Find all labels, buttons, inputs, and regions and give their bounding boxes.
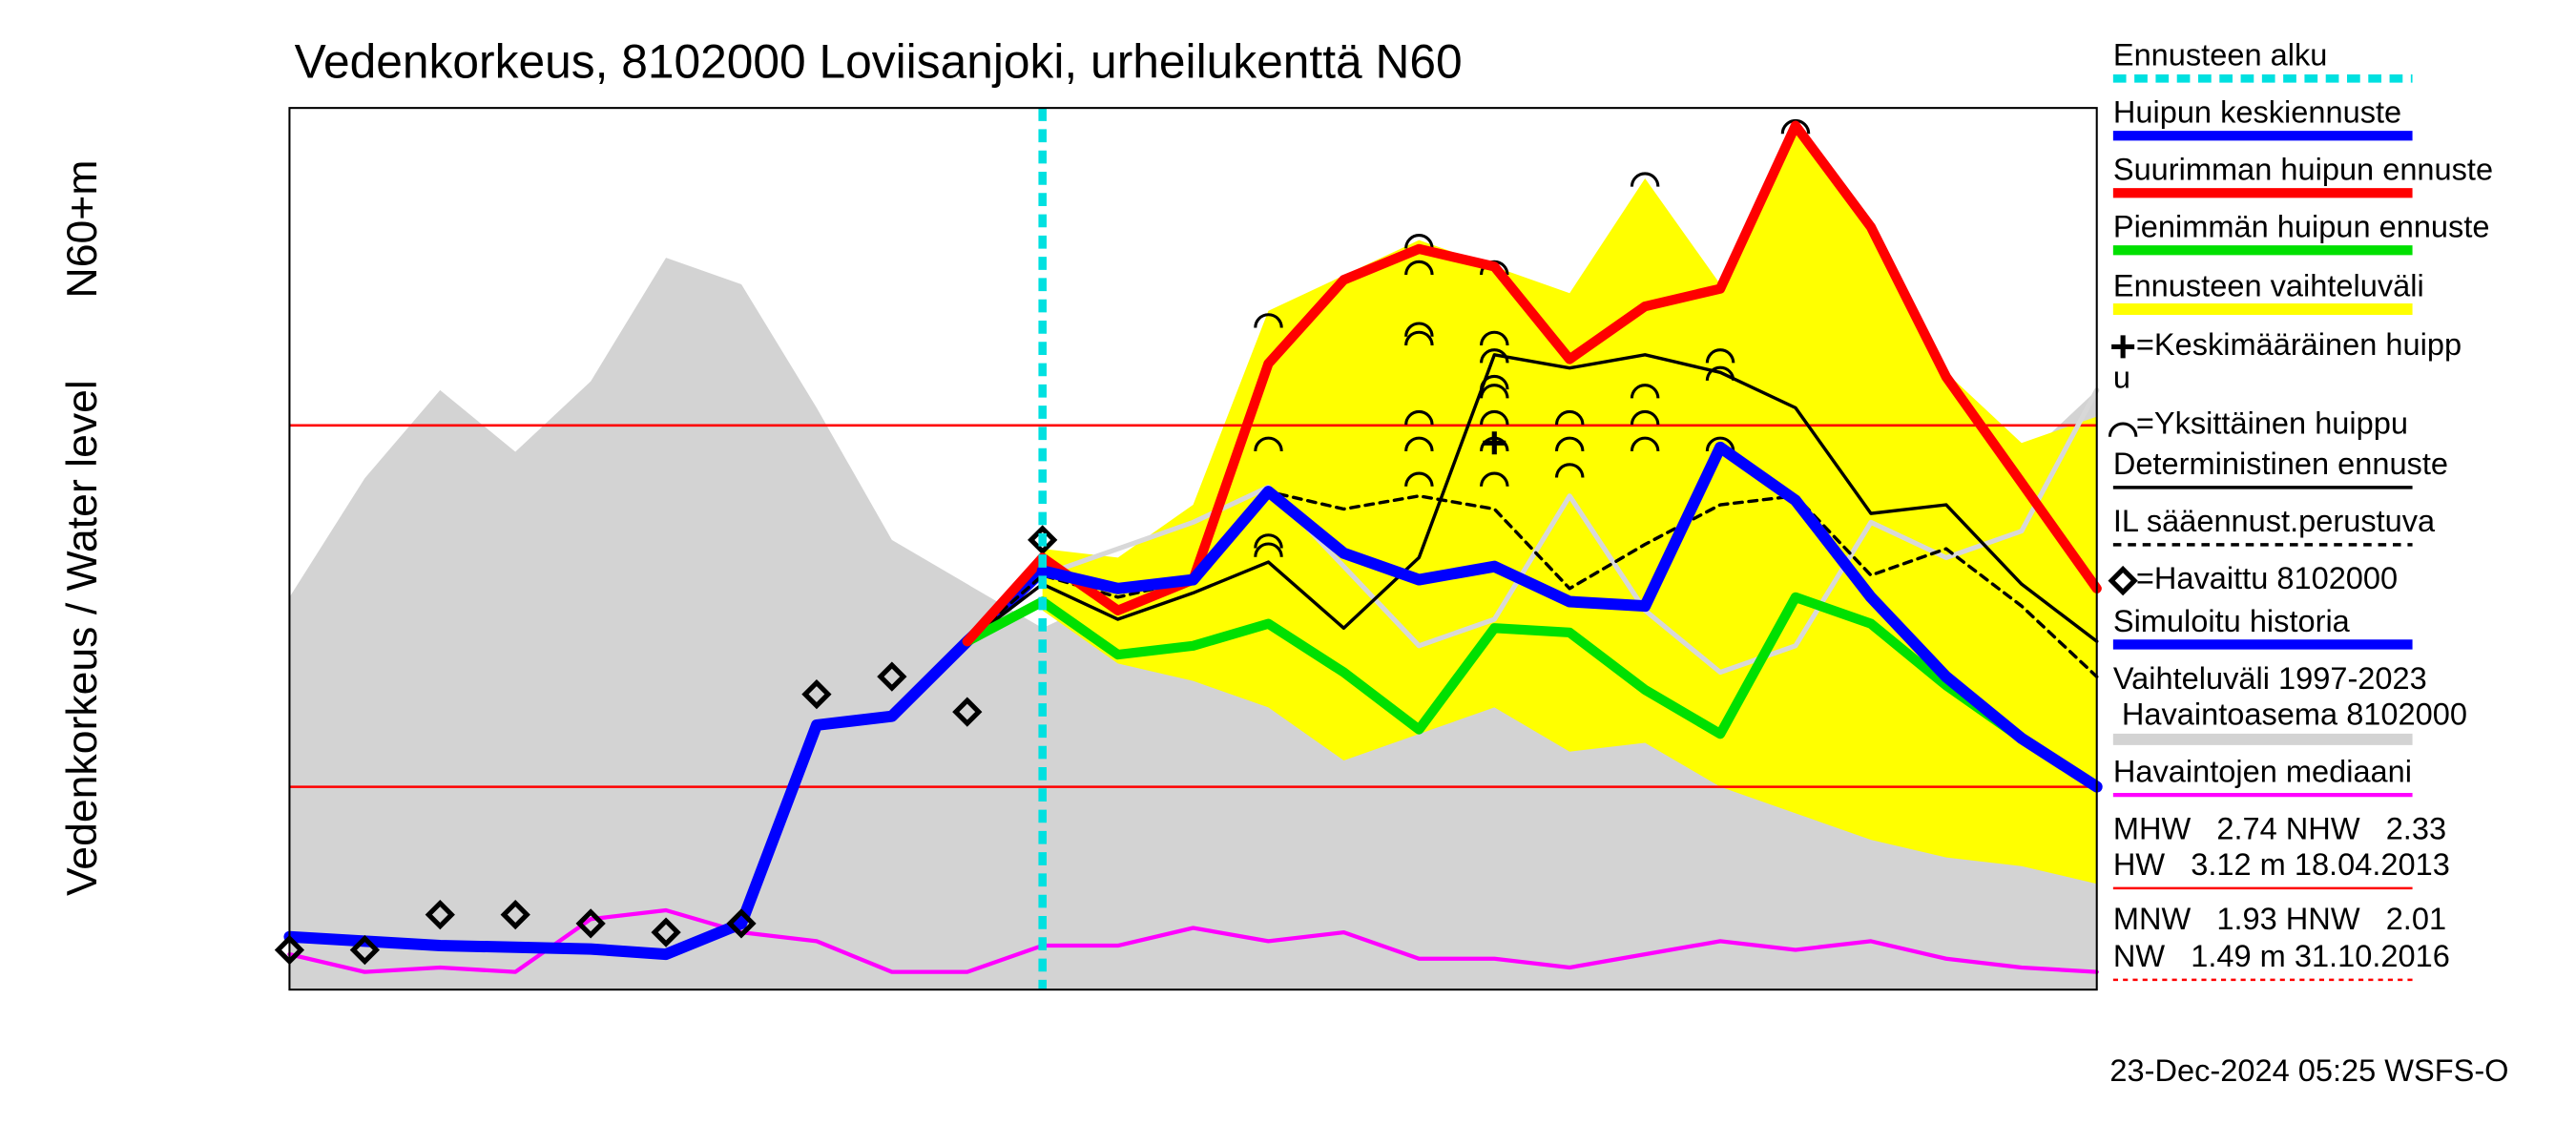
- y-axis-unit: N60+m: [59, 160, 106, 299]
- legend-label: =Keskimääräinen huipp: [2136, 327, 2462, 362]
- peak-marker: [1630, 384, 1660, 399]
- lines: [274, 108, 2103, 990]
- peak-marker: [1404, 471, 1434, 487]
- peak-marker: [1254, 533, 1283, 549]
- observed-marker: [500, 899, 530, 930]
- peak-marker: [1630, 172, 1660, 187]
- observed-marker: [801, 678, 832, 710]
- observed-marker: [2108, 565, 2138, 596]
- legend-label: Vaihteluväli 1997-2023: [2113, 661, 2427, 696]
- peak-marker: [1630, 409, 1660, 426]
- observed-marker: [425, 899, 455, 930]
- grid: [289, 424, 2097, 788]
- peak-marker: [1630, 436, 1660, 451]
- footer: 23-Dec-2024 05:25 WSFS-O: [2109, 1053, 2508, 1088]
- legend-label: Deterministinen ennuste: [2113, 447, 2448, 481]
- observed-marker: [575, 908, 606, 939]
- peak-marker: [1404, 260, 1434, 276]
- legend-label: u: [2113, 360, 2130, 394]
- observed-marker: [877, 661, 907, 692]
- observed-marker: [1028, 525, 1058, 555]
- stat-line: HW 3.12 m 18.04.2013: [2113, 847, 2450, 882]
- legend-label: Havaintoasema 8102000: [2113, 697, 2467, 731]
- legend-label: Pienimmän huipun ennuste: [2113, 210, 2490, 244]
- peak-marker: [1254, 542, 1283, 557]
- peak-marker: [1254, 313, 1283, 328]
- legend-label: Havaintojen mediaani: [2113, 754, 2412, 788]
- stat-line: MHW 2.74 NHW 2.33: [2113, 811, 2446, 845]
- mean-peak-marker: [2111, 335, 2135, 359]
- plot-frame: [288, 107, 2098, 991]
- observed-marker: [952, 697, 983, 727]
- legend-label: =Havaittu 8102000: [2136, 561, 2398, 595]
- peak-marker: [1480, 330, 1509, 346]
- stat-line: NW 1.49 m 31.10.2016: [2113, 939, 2450, 973]
- legend-label: Ennusteen vaihteluväli: [2113, 268, 2424, 302]
- fills: [289, 125, 2097, 990]
- series-line: [966, 353, 2099, 643]
- legend-label: =Yksittäinen huippu: [2136, 406, 2408, 440]
- peak-marker: [1404, 322, 1434, 337]
- peak-marker: [1480, 384, 1509, 399]
- peak-marker: [1705, 348, 1735, 364]
- observed-marker: [349, 934, 380, 966]
- observed-marker: [651, 917, 681, 947]
- peak-marker: [1554, 409, 1585, 426]
- peak-marker: [1554, 436, 1585, 451]
- peak-marker: [1480, 348, 1509, 364]
- legend-label: Suurimman huipun ennuste: [2113, 153, 2493, 187]
- legend-label: IL sääennust.perustuva: [2113, 504, 2436, 538]
- peak-marker: [1480, 409, 1509, 426]
- y-axis-label: Vedenkorkeus / Water level: [59, 380, 106, 896]
- observed-marker: [726, 908, 757, 939]
- series-line: [962, 120, 2102, 647]
- peak-marker: [1554, 463, 1585, 478]
- peak-marker: [1404, 234, 1434, 249]
- peak-marker: [1780, 118, 1811, 135]
- peak-marker: [1480, 471, 1509, 487]
- series-line: [1036, 441, 2103, 793]
- series-line: [287, 907, 2099, 974]
- legend-label: Ennusteen alku: [2113, 38, 2328, 73]
- peak-marker: [1254, 436, 1283, 451]
- legend-label: Huipun keskiennuste: [2113, 95, 2401, 130]
- legend-label: Simuloitu historia: [2113, 604, 2351, 638]
- series-line: [283, 565, 1049, 961]
- peak-marker: [1404, 330, 1434, 346]
- peak-marker: [1705, 436, 1735, 451]
- stat-line: MNW 1.93 HNW 2.01: [2113, 902, 2446, 936]
- peak-marker: [1404, 436, 1434, 451]
- peak-marker: [1480, 374, 1509, 390]
- chart-title: Vedenkorkeus, 8102000 Loviisanjoki, urhe…: [295, 35, 1463, 89]
- peak-marker: [1705, 365, 1735, 382]
- mean-peak-marker: [1483, 431, 1506, 455]
- series-line: [966, 489, 2099, 678]
- peak-marker: [1404, 409, 1434, 426]
- series-line: [962, 592, 2102, 792]
- peak-marker: [2108, 422, 2138, 437]
- legend: Ennusteen alku Huipun keskiennuste Suurimm…: [2108, 38, 2493, 982]
